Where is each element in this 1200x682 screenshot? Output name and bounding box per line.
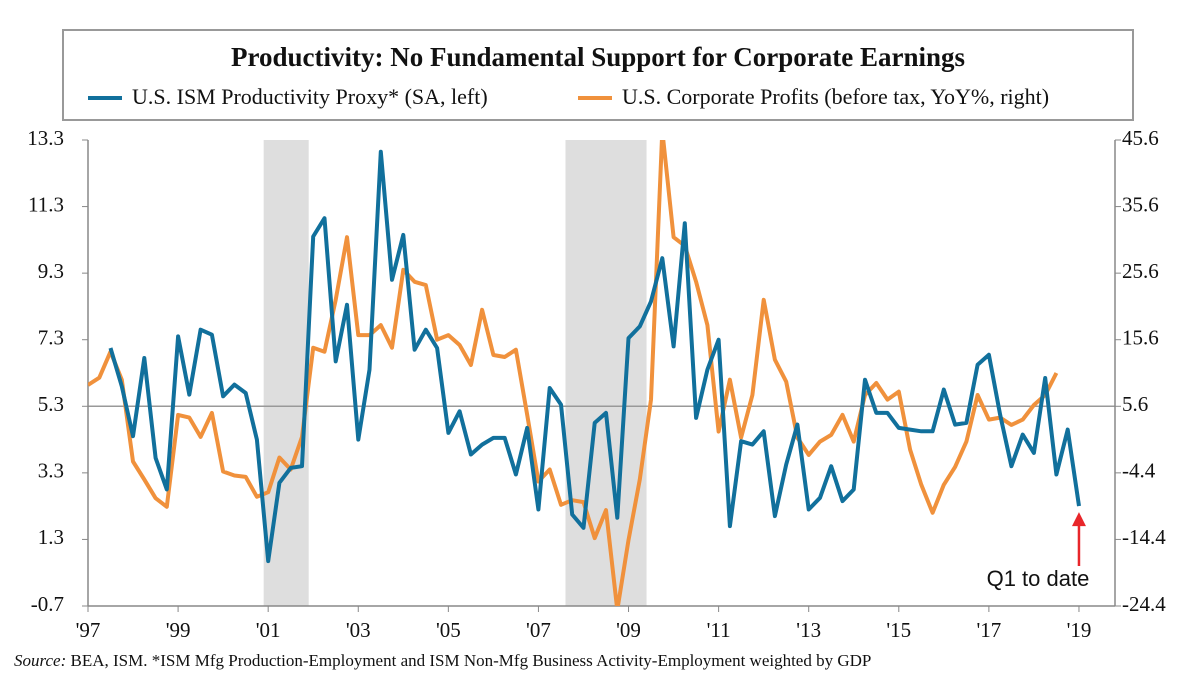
- x-tick-label: '15: [886, 618, 911, 642]
- x-tick-label: '09: [616, 618, 641, 642]
- y-tick-label: 1.3: [38, 525, 64, 549]
- legend-label: U.S. Corporate Profits (before tax, YoY%…: [622, 84, 1049, 109]
- y-tick-label: 11.3: [28, 192, 64, 216]
- y-tick-label: 3.3: [38, 459, 64, 483]
- y2-tick-label: -14.4: [1122, 525, 1166, 549]
- plot-area: -0.7 1.3 3.3 5.3 7.3 9.3 11.3 13.3 -24.4 -14.4 -4.…: [27, 126, 1166, 642]
- y2-tick-label: 15.6: [1122, 326, 1159, 350]
- y2-tick-label: -4.4: [1122, 459, 1156, 483]
- x-tick-label: '17: [976, 618, 1001, 642]
- x-tick-label: '19: [1067, 618, 1092, 642]
- recession-shade: [565, 140, 647, 606]
- x-tick-label: '01: [256, 618, 281, 642]
- y-tick-label: 13.3: [27, 126, 64, 150]
- series-line: [108, 149, 1081, 564]
- annotation: Q1 to date: [987, 566, 1090, 591]
- legend-label: U.S. ISM Productivity Proxy* (SA, left): [132, 84, 488, 109]
- y-tick-label: 5.3: [38, 392, 64, 416]
- chart-title: Productivity: No Fundamental Support for…: [231, 42, 965, 72]
- legend: U.S. ISM Productivity Proxy* (SA, left) U…: [88, 84, 1049, 109]
- source-label: Source:: [14, 651, 66, 670]
- x-tick-label: '97: [76, 618, 101, 642]
- x-tick-label: '11: [707, 618, 731, 642]
- header-frame: [62, 29, 1134, 121]
- source-note: Source: BEA, ISM. *ISM Mfg Production-Em…: [14, 651, 871, 670]
- y2-tick-label: 45.6: [1122, 126, 1159, 150]
- y-tick-label: -0.7: [31, 592, 64, 616]
- x-tick-label: '13: [796, 618, 821, 642]
- y2-tick-label: 35.6: [1122, 192, 1159, 216]
- source-text: BEA, ISM. *ISM Mfg Production-Employment…: [66, 651, 871, 670]
- x-tick-label: '05: [436, 618, 461, 642]
- x-tick-label: '99: [166, 618, 191, 642]
- y2-tick-label: -24.4: [1122, 592, 1166, 616]
- y-tick-label: 7.3: [38, 326, 64, 350]
- x-tick-label: '07: [526, 618, 551, 642]
- y-tick-label: 9.3: [38, 259, 64, 283]
- annotation-arrowhead: [1071, 512, 1086, 527]
- y2-tick-label: 5.6: [1122, 392, 1148, 416]
- y2-tick-label: 25.6: [1122, 259, 1159, 283]
- x-tick-label: '03: [346, 618, 371, 642]
